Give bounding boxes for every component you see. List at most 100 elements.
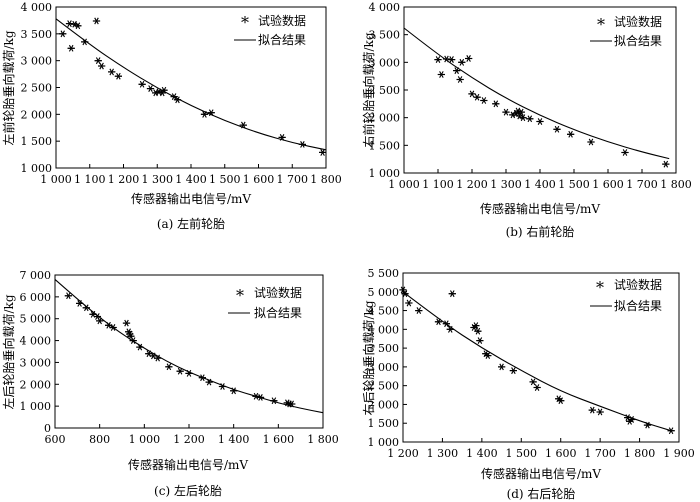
data-point — [533, 384, 541, 391]
y-tick-label: 1 000 — [21, 162, 53, 175]
ticks-c — [54, 274, 324, 429]
data-point — [82, 304, 90, 312]
y-tick-label: 4 000 — [368, 323, 400, 336]
x-tick-label: 1 300 — [427, 447, 459, 460]
x-tick-label: 1 400 — [175, 173, 207, 186]
caption-a: (a) 左前轮胎 — [157, 216, 225, 231]
x-tick-labels-c: 600 800 1 000 1 200 1 400 1 600 1 800 — [45, 433, 339, 446]
x-tick-label: 1 400 — [466, 447, 498, 460]
y-tick-label: 2 000 — [21, 108, 53, 121]
y-tick-label: 3 000 — [20, 356, 52, 369]
x-tick-label: 1 300 — [490, 178, 522, 191]
data-point — [453, 67, 461, 75]
data-point — [448, 56, 456, 63]
y-tick-label: 1 000 — [368, 436, 400, 449]
data-point — [596, 408, 604, 416]
y-tick-label: 5 000 — [20, 313, 52, 326]
legend-marker-b: * — [597, 15, 605, 34]
data-point — [588, 406, 596, 414]
ticks-b — [403, 6, 677, 174]
data-point — [154, 354, 162, 362]
data-point — [448, 290, 456, 298]
legend-a: * 试验数据 拟合结果 — [234, 13, 306, 47]
data-points-b — [434, 55, 670, 168]
data-point — [401, 290, 409, 298]
data-point — [288, 400, 296, 408]
data-point — [587, 138, 595, 146]
y-tick-labels-a: 1 000 1 500 2 000 2 500 3 000 3 500 4 000 — [21, 1, 53, 175]
data-point — [122, 319, 131, 327]
x-tick-label: 1 600 — [263, 433, 295, 446]
data-point — [256, 394, 265, 401]
x-tick-label: 1 200 — [173, 433, 205, 446]
x-tick-label: 1 000 — [40, 173, 72, 186]
data-point — [526, 115, 534, 123]
data-point — [185, 369, 193, 377]
caption-b: (b) 右前轮胎 — [506, 224, 575, 239]
data-point — [434, 318, 443, 326]
data-point — [76, 300, 84, 307]
data-point — [643, 421, 652, 429]
data-point — [415, 307, 423, 314]
x-axis-title-d: 传感器输出电信号/mV — [481, 466, 601, 481]
data-point — [434, 56, 442, 63]
x-tick-label: 1 500 — [558, 178, 590, 191]
data-point — [74, 22, 82, 30]
data-point — [205, 378, 213, 386]
data-point — [484, 352, 492, 359]
y-tick-label: 6 000 — [20, 291, 52, 304]
data-point — [557, 397, 565, 405]
data-point — [98, 62, 106, 70]
data-point — [218, 383, 227, 390]
y-tick-label: 1 500 — [368, 417, 400, 430]
x-tick-label: 1 500 — [209, 173, 241, 186]
x-axis-title-c: 传感器输出电信号/mV — [128, 457, 248, 472]
y-tick-label: 1 000 — [369, 167, 401, 180]
data-point — [114, 72, 122, 80]
data-points-a — [59, 17, 327, 156]
legend-marker-a: * — [241, 13, 249, 32]
data-point — [476, 337, 484, 344]
y-tick-label: 2 000 — [369, 112, 401, 125]
y-tick-label: 4 000 — [369, 1, 401, 14]
legend-d: * 试验数据 拟合结果 — [590, 277, 662, 313]
x-tick-label: 1 000 — [129, 433, 161, 446]
x-tick-label: 1 400 — [524, 178, 556, 191]
x-tick-labels-d: 1 200 1 300 1 400 1 500 1 600 1 700 1 800 1 900 — [387, 447, 695, 460]
x-tick-label: 1 800 — [624, 447, 656, 460]
x-tick-label: 1 500 — [506, 447, 538, 460]
plot-frame-b — [403, 6, 677, 174]
x-tick-label: 1 600 — [545, 447, 577, 460]
y-axis-title-a: 左前轮胎垂向载荷/kg — [1, 30, 16, 145]
data-point — [96, 317, 104, 325]
x-tick-label: 1 200 — [456, 178, 488, 191]
x-axis-title-a: 传感器输出电信号/mV — [131, 191, 251, 206]
data-point — [129, 337, 137, 344]
data-point — [319, 149, 327, 156]
y-tick-label: 3 000 — [368, 361, 400, 374]
data-point — [509, 367, 517, 375]
x-tick-label: 600 — [45, 433, 66, 446]
data-point — [480, 97, 488, 104]
data-point — [456, 76, 464, 83]
x-tick-label: 1 900 — [663, 447, 695, 460]
data-point — [536, 118, 544, 125]
x-tick-label: 1 800 — [310, 173, 342, 186]
y-tick-label: 1 500 — [21, 135, 53, 148]
data-point — [465, 55, 473, 62]
data-point — [517, 108, 525, 116]
data-point — [567, 130, 575, 138]
data-point — [472, 322, 480, 329]
data-point — [474, 327, 482, 335]
data-point — [667, 427, 675, 435]
data-point — [93, 313, 101, 320]
data-point — [553, 125, 561, 133]
y-axis-title-d: 右后轮胎垂向载荷/kg — [361, 300, 376, 415]
y-axis-title-b: 右前轮胎垂向载荷/kg — [361, 32, 376, 147]
data-point — [170, 93, 178, 100]
data-point — [662, 160, 670, 168]
legend-marker-d: * — [596, 278, 604, 297]
y-tick-label: 4 000 — [21, 1, 53, 14]
data-point — [109, 324, 117, 331]
data-point — [108, 68, 116, 76]
